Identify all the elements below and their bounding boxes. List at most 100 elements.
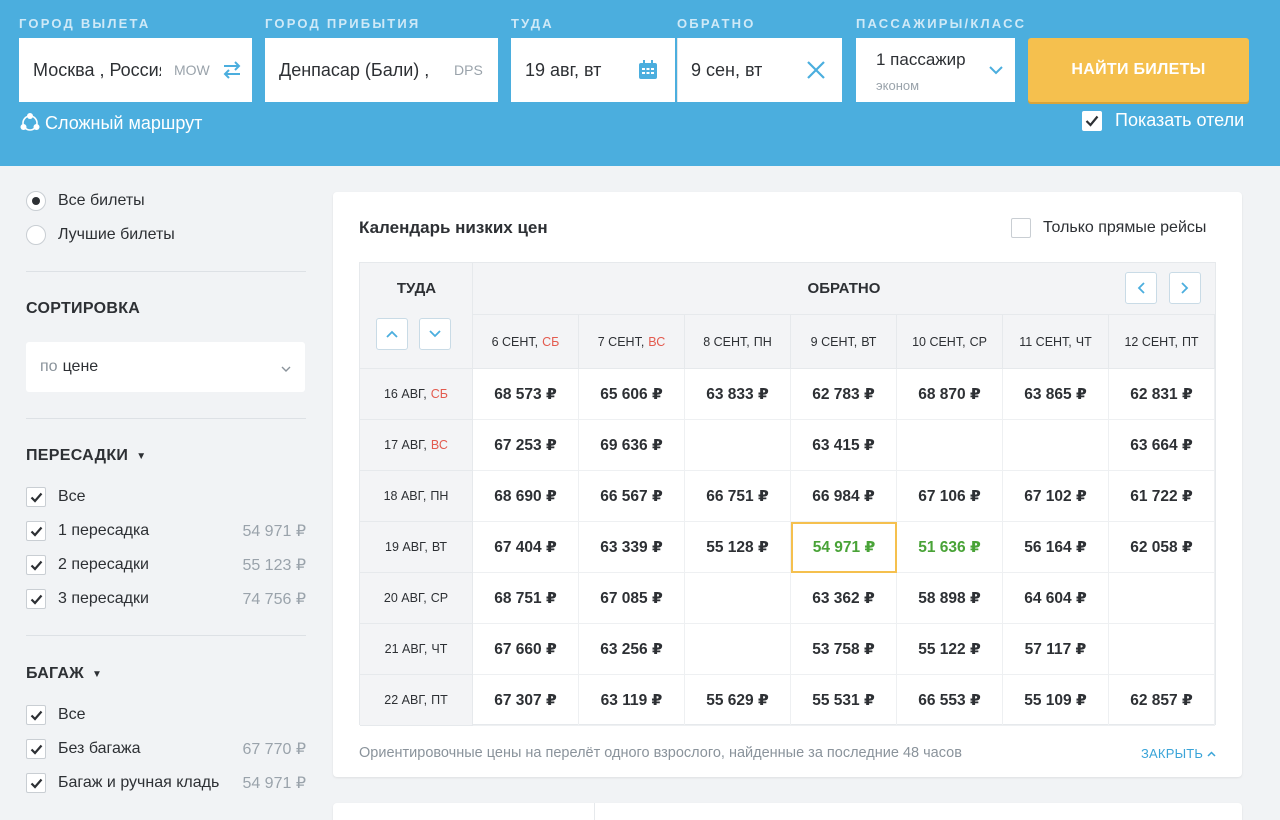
price-cell[interactable]: 66 567 ₽ xyxy=(579,471,685,522)
return-date-column-header: 7 СЕНТ, ВС xyxy=(579,315,685,369)
calendar-icon[interactable] xyxy=(637,58,659,82)
destination-label: ГОРОД ПРИБЫТИЯ xyxy=(265,16,421,31)
passengers-field[interactable]: 1 пассажир эконом xyxy=(856,38,1015,102)
baggage-checkbox[interactable] xyxy=(26,705,46,725)
price-cell[interactable]: 64 604 ₽ xyxy=(1003,573,1109,624)
price-cell[interactable]: 68 870 ₽ xyxy=(897,369,1003,420)
transfers-option[interactable]: Все xyxy=(26,487,306,507)
chevron-down-icon xyxy=(281,360,291,378)
show-hotels-toggle[interactable]: Показать отели xyxy=(1082,110,1244,131)
depart-date-value: 19 авг, вт xyxy=(525,59,602,80)
row-date: 18 АВГ, xyxy=(383,489,427,503)
complex-route-link[interactable]: Сложный маршрут xyxy=(19,112,202,134)
price-cell[interactable]: 63 339 ₽ xyxy=(579,522,685,573)
transfers-option-label: 2 пересадки xyxy=(58,556,149,573)
filter-all-tickets[interactable]: Все билеты xyxy=(26,191,145,211)
chevron-right-icon xyxy=(1181,282,1189,294)
price-cell[interactable]: 63 664 ₽ xyxy=(1109,420,1215,471)
transfers-checkbox[interactable] xyxy=(26,589,46,609)
calendar-footnote: Ориентировочные цены на перелёт одного в… xyxy=(359,745,962,761)
price-cell[interactable]: 63 119 ₽ xyxy=(579,675,685,726)
price-cell[interactable]: 62 831 ₽ xyxy=(1109,369,1215,420)
baggage-option[interactable]: Без багажа 67 770 ₽ xyxy=(26,739,306,759)
price-cell[interactable]: 63 833 ₽ xyxy=(685,369,791,420)
direct-flights-toggle[interactable]: Только прямые рейсы xyxy=(1011,218,1206,238)
price-cell[interactable]: 56 164 ₽ xyxy=(1003,522,1109,573)
close-calendar-link[interactable]: ЗАКРЫТЬ xyxy=(1141,746,1216,761)
direct-flights-checkbox[interactable] xyxy=(1011,218,1031,238)
depart-date-row-header: 16 АВГ, СБ xyxy=(360,369,473,420)
price-cell[interactable]: 57 117 ₽ xyxy=(1003,624,1109,675)
price-cell[interactable]: 63 256 ₽ xyxy=(579,624,685,675)
baggage-checkbox[interactable] xyxy=(26,773,46,793)
price-cell[interactable]: 51 636 ₽ xyxy=(897,522,1003,573)
price-cell[interactable]: 69 636 ₽ xyxy=(579,420,685,471)
prev-dates-button[interactable] xyxy=(1125,272,1157,304)
price-cell[interactable]: 67 307 ₽ xyxy=(473,675,579,726)
price-cell[interactable]: 63 415 ₽ xyxy=(791,420,897,471)
price-cell[interactable]: 68 690 ₽ xyxy=(473,471,579,522)
price-cell[interactable]: 55 128 ₽ xyxy=(685,522,791,573)
price-cell[interactable]: 61 722 ₽ xyxy=(1109,471,1215,522)
return-date-column-header: 10 СЕНТ, СР xyxy=(897,315,1003,369)
baggage-option[interactable]: Багаж и ручная кладь 54 971 ₽ xyxy=(26,773,306,793)
price-cell[interactable]: 67 102 ₽ xyxy=(1003,471,1109,522)
transfers-option[interactable]: 2 пересадки 55 123 ₽ xyxy=(26,555,306,575)
depart-label: ТУДА xyxy=(511,16,554,31)
price-cell[interactable]: 66 553 ₽ xyxy=(897,675,1003,726)
baggage-checkbox[interactable] xyxy=(26,739,46,759)
price-cell[interactable]: 67 106 ₽ xyxy=(897,471,1003,522)
origin-field[interactable]: Москва , Россия MOW xyxy=(19,38,252,102)
next-dates-button[interactable] xyxy=(1169,272,1201,304)
scroll-down-button[interactable] xyxy=(419,318,451,350)
depart-date-field[interactable]: 19 авг, вт xyxy=(511,38,675,102)
calendar-title: Календарь низких цен xyxy=(359,218,548,237)
transfers-option[interactable]: 3 пересадки 74 756 ₽ xyxy=(26,589,306,609)
price-cell[interactable]: 55 122 ₽ xyxy=(897,624,1003,675)
depart-header-cell: ТУДА xyxy=(360,263,473,369)
price-cell[interactable]: 58 898 ₽ xyxy=(897,573,1003,624)
return-date-column-header: 11 СЕНТ, ЧТ xyxy=(1003,315,1109,369)
price-cell[interactable]: 55 531 ₽ xyxy=(791,675,897,726)
sort-select[interactable]: по цене xyxy=(26,342,305,392)
price-cell[interactable]: 68 573 ₽ xyxy=(473,369,579,420)
price-cell[interactable]: 62 857 ₽ xyxy=(1109,675,1215,726)
search-tickets-button[interactable]: НАЙТИ БИЛЕТЫ xyxy=(1028,38,1249,102)
scroll-up-button[interactable] xyxy=(376,318,408,350)
price-cell[interactable]: 65 606 ₽ xyxy=(579,369,685,420)
price-cell[interactable]: 66 751 ₽ xyxy=(685,471,791,522)
price-cell[interactable]: 55 109 ₽ xyxy=(1003,675,1109,726)
swap-icon[interactable] xyxy=(219,58,245,82)
selected-price-cell[interactable]: 54 971 ₽ xyxy=(791,522,897,573)
price-cell[interactable]: 53 758 ₽ xyxy=(791,624,897,675)
transfers-checkbox[interactable] xyxy=(26,487,46,507)
transfers-checkbox[interactable] xyxy=(26,521,46,541)
show-hotels-checkbox[interactable] xyxy=(1082,110,1102,131)
radio-all-tickets[interactable] xyxy=(26,191,46,211)
empty-price-cell xyxy=(897,420,1003,471)
price-cell[interactable]: 63 865 ₽ xyxy=(1003,369,1109,420)
baggage-option[interactable]: Все xyxy=(26,705,306,725)
price-cell[interactable]: 66 984 ₽ xyxy=(791,471,897,522)
close-icon[interactable] xyxy=(804,58,828,82)
price-cell[interactable]: 63 362 ₽ xyxy=(791,573,897,624)
filter-best-tickets[interactable]: Лучшие билеты xyxy=(26,225,175,245)
transfers-option[interactable]: 1 пересадка 54 971 ₽ xyxy=(26,521,306,541)
destination-field[interactable]: Денпасар (Бали) , DPS xyxy=(265,38,498,102)
baggage-title[interactable]: БАГАЖ ▼ xyxy=(26,665,102,683)
price-cell[interactable]: 62 783 ₽ xyxy=(791,369,897,420)
row-date: 16 АВГ, xyxy=(383,387,427,401)
caret-down-icon: ▼ xyxy=(136,450,147,462)
price-cell[interactable]: 67 660 ₽ xyxy=(473,624,579,675)
price-cell[interactable]: 67 404 ₽ xyxy=(473,522,579,573)
transfers-title[interactable]: ПЕРЕСАДКИ ▼ xyxy=(26,447,146,465)
radio-best-tickets[interactable] xyxy=(26,225,46,245)
return-date-field[interactable]: 9 сен, вт xyxy=(677,38,842,102)
transfers-checkbox[interactable] xyxy=(26,555,46,575)
price-cell[interactable]: 62 058 ₽ xyxy=(1109,522,1215,573)
price-cell[interactable]: 68 751 ₽ xyxy=(473,573,579,624)
price-cell[interactable]: 67 085 ₽ xyxy=(579,573,685,624)
price-cell[interactable]: 55 629 ₽ xyxy=(685,675,791,726)
return-label: ОБРАТНО xyxy=(677,16,756,31)
price-cell[interactable]: 67 253 ₽ xyxy=(473,420,579,471)
